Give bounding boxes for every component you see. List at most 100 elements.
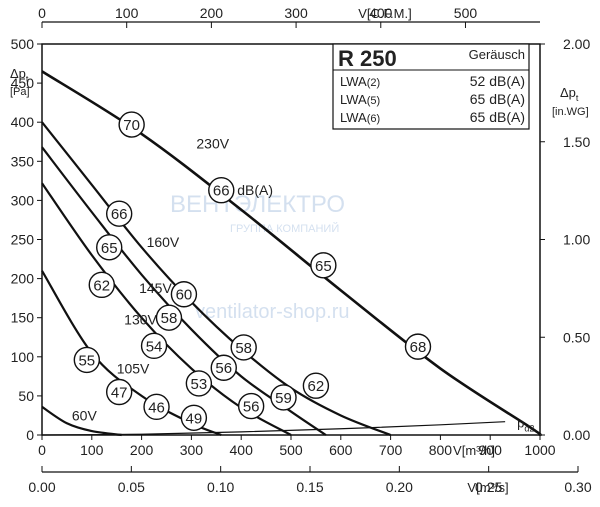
x-primary-tick-label: 400: [230, 442, 254, 458]
y-left-label: Δpt: [10, 66, 29, 84]
noise-marker-value: 49: [186, 410, 203, 427]
x-primary-tick-label: 1000: [524, 442, 555, 458]
noise-row-sub: (5): [367, 95, 380, 107]
noise-marker-circle: [208, 177, 235, 204]
noise-marker-value: 60: [176, 287, 193, 304]
y-left-tick-label: 450: [11, 75, 35, 91]
noise-marker-value: 55: [78, 352, 95, 369]
noise-marker-circle: [302, 372, 330, 399]
x-top-tick-label: 400: [369, 5, 393, 21]
noise-marker-value: 53: [191, 376, 208, 393]
noise-marker-value: 66: [213, 183, 230, 200]
y-left-tick-label: 0: [26, 427, 34, 443]
watermark-group: ГРУППА КОМПАНИЙ: [230, 222, 339, 235]
noise-marker-value: 46: [148, 399, 165, 416]
x-bottom-tick-label: 0.30: [564, 479, 591, 495]
x-primary-tick-label: 600: [329, 442, 353, 458]
x-primary-tick-label: 0: [38, 442, 46, 458]
y-left-tick-label: 150: [11, 310, 35, 326]
noise-rows: LWA(2) 52 dB(A) LWA(5) 65 dB(A) LWA(6) 65 dB(…: [340, 73, 525, 125]
noise-marker-circle: [88, 271, 115, 299]
noise-row-value: 65 dB(A): [470, 109, 525, 125]
y-right-tick-label: 0.00: [563, 427, 590, 443]
x-top-tick-label: 300: [284, 5, 308, 21]
noise-marker-circle: [140, 332, 168, 360]
voltage-label: 60V: [72, 407, 98, 423]
y-right-tick-label: 2.00: [563, 36, 590, 52]
x-primary-tick-label: 800: [429, 442, 453, 458]
voltage-labels: 230V 160V 145V 130V 105V 60V: [72, 135, 230, 423]
y-right-label: Δpt: [560, 85, 579, 103]
noise-row-label: LWA(2): [340, 74, 380, 89]
y-right-tick-label: 0.50: [563, 329, 590, 345]
y-left-tick-label: 350: [11, 153, 35, 169]
noise-marker-value: 62: [308, 378, 325, 395]
noise-marker-circle: [310, 252, 337, 279]
axes: 0 50 100 150 200 250 300 350 400 450 500 Δpt [Pa] 0.0…: [10, 5, 592, 495]
noise-row-label: LWA(5): [340, 92, 380, 107]
x-top-tick-label: 100: [115, 5, 139, 21]
watermark-site: ventilator-shop.ru: [195, 301, 350, 323]
system-curve-label: pd2: [517, 416, 534, 434]
noise-marker-value: 68: [410, 339, 427, 356]
noise-marker-circle: [73, 346, 101, 374]
noise-marker-circle: [237, 392, 265, 420]
x-primary-tick-label: 200: [130, 442, 154, 458]
x-primary-tick-label: 500: [279, 442, 303, 458]
noise-marker-circle: [105, 378, 133, 406]
voltage-label: 230V: [196, 135, 229, 151]
voltage-label: 130V: [124, 311, 157, 327]
x-primary-tick-label: 300: [180, 442, 204, 458]
x-primary-tick-label: 900: [479, 442, 503, 458]
x-primary-tick-label: 100: [80, 442, 104, 458]
x-bottom-tick-label: 0.10: [207, 479, 234, 495]
x-top-tick-label: 0: [38, 5, 46, 21]
noise-marker-circle: [155, 304, 183, 331]
noise-box: R 250 Geräusch LWA(2) 52 dB(A) LWA(5) 65 dB…: [332, 43, 530, 130]
y-right-label-sub: t: [576, 93, 579, 103]
fan-curve-230V: [41, 70, 542, 437]
noise-marker-circle: [210, 354, 237, 381]
noise-marker-value: 62: [93, 277, 110, 294]
noise-row-sub: (6): [367, 113, 380, 125]
fan-curve-60V: [41, 405, 122, 437]
y-left-tick-label: 100: [11, 349, 35, 365]
y-left-tick-label: 500: [11, 36, 35, 52]
watermark: ВЕНТЭЛЕКТРО ГРУППА КОМПАНИЙ ventilator-s…: [170, 191, 350, 323]
noise-marker-value: 54: [146, 338, 163, 355]
noise-marker-circle: [270, 384, 297, 411]
noise-marker-unit: dB(A): [237, 182, 273, 198]
noise-marker-circle: [170, 281, 198, 308]
noise-box-frame: [332, 43, 530, 130]
noise-marker-circle: [118, 111, 145, 138]
fan-curve-145V: [41, 146, 327, 436]
noise-marker-circle: [96, 234, 123, 261]
voltage-label: 145V: [139, 280, 172, 296]
y-left-label-sub: t: [26, 74, 29, 84]
x-bottom-tick-label: 0.05: [118, 479, 145, 495]
fan-curve-160V: [41, 121, 392, 437]
x-top-tick-label: 500: [454, 5, 478, 21]
noise-marker-circle: [230, 334, 257, 361]
noise-row-sub: (2): [367, 77, 380, 89]
model-title: R 250: [338, 46, 397, 71]
x-top-tick-label: 200: [200, 5, 224, 21]
x-bottom-tick-label: 0.25: [475, 479, 502, 495]
noise-marker-circle: [105, 200, 133, 227]
noise-marker-value: 70: [123, 117, 140, 134]
y-right-unit: [in.WG]: [552, 106, 589, 118]
noise-heading: Geräusch: [469, 47, 525, 62]
y-right-tick-label: 1.00: [563, 232, 590, 248]
x-bottom-tick-label: 0.20: [386, 479, 413, 495]
noise-marker-value: 58: [235, 340, 252, 357]
noise-marker-circle: [180, 404, 208, 431]
noise-marker-value: 47: [111, 384, 128, 401]
y-left-tick-label: 50: [18, 388, 34, 404]
x-top-label: V[C.F.M.]: [358, 6, 411, 21]
noise-marker-circle: [404, 333, 432, 360]
noise-marker-value: 65: [315, 258, 332, 275]
system-curve: [41, 421, 506, 436]
y-left-tick-label: 300: [11, 192, 35, 208]
